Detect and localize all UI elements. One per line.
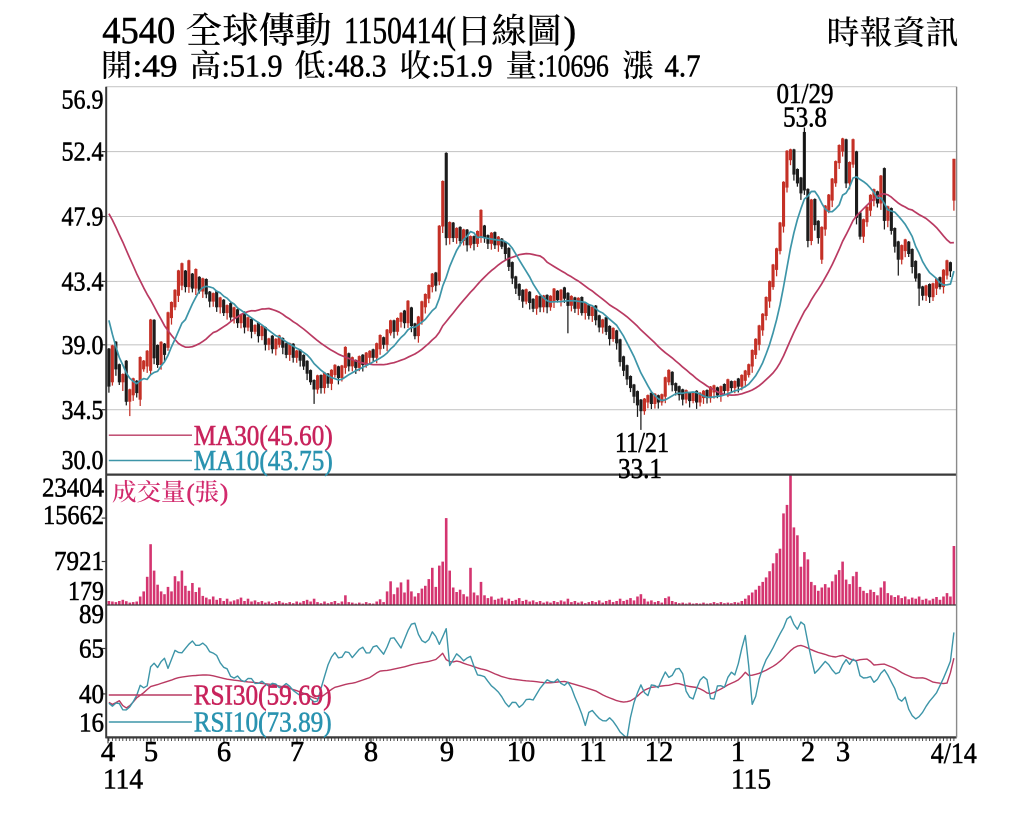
svg-text:8: 8 bbox=[364, 737, 378, 768]
svg-text:): ) bbox=[564, 10, 577, 52]
svg-text:6: 6 bbox=[217, 737, 231, 768]
svg-text:115: 115 bbox=[731, 764, 771, 795]
svg-text:MA10(43.75): MA10(43.75) bbox=[194, 446, 333, 477]
svg-text:5: 5 bbox=[144, 737, 158, 768]
svg-text:33.1: 33.1 bbox=[618, 454, 662, 485]
svg-text:7921: 7921 bbox=[54, 545, 104, 576]
svg-text:4: 4 bbox=[101, 737, 115, 768]
svg-text:4.7: 4.7 bbox=[665, 49, 701, 84]
svg-text:1150414(: 1150414( bbox=[344, 10, 456, 52]
svg-text:114: 114 bbox=[103, 764, 143, 795]
svg-text:65: 65 bbox=[79, 633, 104, 664]
svg-text:40: 40 bbox=[79, 678, 104, 709]
svg-text::51.9: :51.9 bbox=[432, 49, 493, 84]
svg-text:4540: 4540 bbox=[102, 10, 175, 52]
svg-text:15662: 15662 bbox=[43, 499, 104, 530]
svg-text:47.9: 47.9 bbox=[62, 201, 104, 232]
svg-text:(: ( bbox=[187, 480, 195, 507]
svg-text:2: 2 bbox=[801, 737, 815, 768]
svg-text:RSI30(59.69): RSI30(59.69) bbox=[194, 680, 332, 711]
svg-text:30.0: 30.0 bbox=[62, 444, 104, 475]
svg-text:01/29: 01/29 bbox=[777, 79, 834, 110]
svg-text:3: 3 bbox=[836, 737, 850, 768]
svg-text::48.3: :48.3 bbox=[327, 49, 387, 84]
svg-text::10696: :10696 bbox=[538, 49, 609, 84]
svg-text:11/21: 11/21 bbox=[615, 428, 669, 459]
svg-text:12: 12 bbox=[645, 737, 674, 768]
svg-text:52.4: 52.4 bbox=[62, 136, 104, 167]
svg-text:23404: 23404 bbox=[42, 472, 104, 503]
svg-text:RSI10(73.89): RSI10(73.89) bbox=[194, 707, 332, 738]
svg-text:39.0: 39.0 bbox=[62, 329, 104, 360]
svg-text::49: :49 bbox=[133, 49, 178, 84]
svg-text:): ) bbox=[220, 480, 228, 507]
svg-text:7: 7 bbox=[290, 737, 304, 768]
svg-text:9: 9 bbox=[440, 737, 454, 768]
svg-text:10: 10 bbox=[507, 737, 536, 768]
svg-text:MA30(45.60): MA30(45.60) bbox=[194, 421, 333, 452]
svg-text:179: 179 bbox=[68, 575, 104, 606]
svg-text:16: 16 bbox=[79, 707, 104, 738]
svg-text:56.9: 56.9 bbox=[62, 84, 104, 115]
svg-text:43.4: 43.4 bbox=[62, 266, 104, 297]
svg-text:11: 11 bbox=[579, 737, 606, 768]
svg-text:89: 89 bbox=[79, 598, 104, 629]
svg-text:34.5: 34.5 bbox=[62, 394, 104, 425]
svg-text:4/14: 4/14 bbox=[931, 737, 977, 770]
svg-text::51.9: :51.9 bbox=[222, 49, 283, 84]
svg-text:1: 1 bbox=[731, 737, 745, 768]
